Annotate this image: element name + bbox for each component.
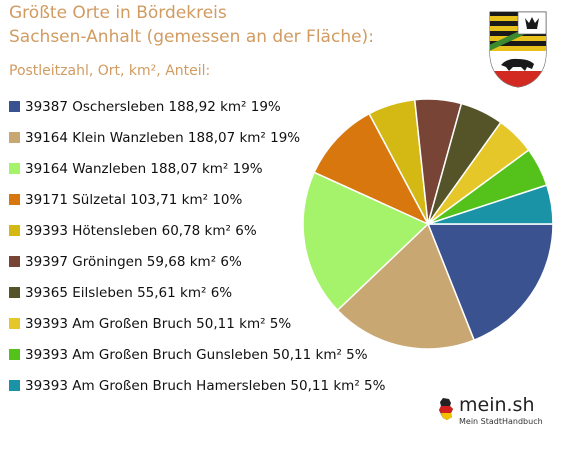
germany-map-icon xyxy=(439,398,453,420)
pie-chart xyxy=(302,98,554,350)
legend-swatch xyxy=(9,349,20,360)
legend-item: 39393 Am Großen Bruch Gunsleben 50,11 km… xyxy=(9,343,385,374)
legend-label: 39397 Gröningen 59,68 km² 6% xyxy=(25,253,242,270)
legend-label: 39393 Am Großen Bruch Gunsleben 50,11 km… xyxy=(25,346,368,363)
legend-label: 39365 Eilsleben 55,61 km² 6% xyxy=(25,284,233,301)
legend-swatch xyxy=(9,101,20,112)
legend-item: 39393 Hötensleben 60,78 km² 6% xyxy=(9,219,385,250)
legend-item: 39164 Wanzleben 188,07 km² 19% xyxy=(9,157,385,188)
pie-slice xyxy=(313,112,430,226)
legend-label: 39393 Am Großen Bruch 50,11 km² 5% xyxy=(25,315,292,332)
chart-legend: 39387 Oschersleben 188,92 km² 19% 39164 K… xyxy=(9,95,385,405)
legend-item: 39164 Klein Wanzleben 188,07 km² 19% xyxy=(9,126,385,157)
legend-swatch xyxy=(9,256,20,267)
legend-swatch xyxy=(9,163,20,174)
legend-item: 39393 Am Großen Bruch Hamersleben 50,11 … xyxy=(9,374,385,405)
legend-swatch xyxy=(9,225,20,236)
legend-swatch xyxy=(9,132,20,143)
legend-item: 39387 Oschersleben 188,92 km² 19% xyxy=(9,95,385,126)
legend-label: 39164 Klein Wanzleben 188,07 km² 19% xyxy=(25,129,301,146)
legend-label: 39171 Sülzetal 103,71 km² 10% xyxy=(25,191,243,208)
pie-slice xyxy=(426,223,554,342)
brand-tagline: Mein StadtHandbuch xyxy=(459,417,543,426)
legend-item: 39397 Gröningen 59,68 km² 6% xyxy=(9,250,385,281)
legend-label: 39387 Oschersleben 188,92 km² 19% xyxy=(25,98,281,115)
legend-item: 39171 Sülzetal 103,71 km² 10% xyxy=(9,188,385,219)
brand-logo[interactable]: mein.sh Mein StadtHandbuch xyxy=(437,393,547,427)
legend-swatch xyxy=(9,380,20,391)
coat-of-arms-icon xyxy=(489,11,547,88)
pie-slice xyxy=(427,184,554,225)
chart-subtitle: Sachsen-Anhalt (gemessen an der Fläche): xyxy=(9,27,374,47)
legend-header: Postleitzahl, Ort, km², Anteil: xyxy=(9,63,211,79)
legend-swatch xyxy=(9,287,20,298)
legend-item: 39393 Am Großen Bruch 50,11 km² 5% xyxy=(9,312,385,343)
legend-swatch xyxy=(9,318,20,329)
brand-name: mein.sh xyxy=(459,394,535,416)
chart-title: Größte Orte in Bördekreis xyxy=(9,3,227,23)
legend-label: 39393 Hötensleben 60,78 km² 6% xyxy=(25,222,257,239)
legend-label: 39393 Am Großen Bruch Hamersleben 50,11 … xyxy=(25,377,386,394)
pie-slice xyxy=(302,171,430,312)
legend-swatch xyxy=(9,194,20,205)
legend-item: 39365 Eilsleben 55,61 km² 6% xyxy=(9,281,385,312)
pie-slice xyxy=(336,222,476,350)
legend-label: 39164 Wanzleben 188,07 km² 19% xyxy=(25,160,263,177)
